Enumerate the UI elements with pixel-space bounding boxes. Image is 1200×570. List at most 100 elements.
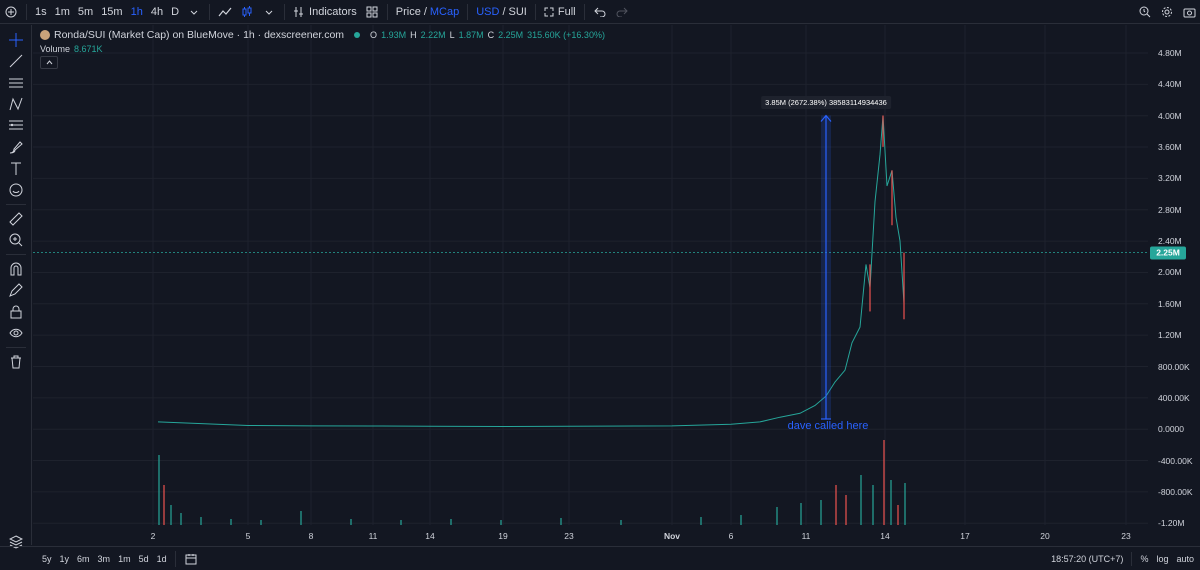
lock-icon[interactable] [0, 301, 32, 323]
range-5d[interactable]: 5d [138, 553, 149, 564]
gear-icon[interactable] [1156, 0, 1178, 24]
separator [1131, 552, 1133, 566]
time-tick: 17 [960, 531, 970, 541]
usd-option[interactable]: USD [476, 5, 500, 18]
volume-bar [860, 475, 862, 525]
slash: / [502, 5, 506, 18]
trash-icon[interactable] [0, 351, 32, 373]
trend-line-icon[interactable] [0, 51, 32, 73]
annotation-note[interactable]: dave called here [787, 420, 869, 432]
volume-bar [845, 495, 847, 525]
line-chart-icon[interactable] [214, 0, 236, 24]
redo-icon[interactable] [611, 0, 633, 24]
volume-bar [883, 440, 885, 525]
clock-display[interactable]: 18:57:20 (UTC+7) [1051, 554, 1124, 564]
add-symbol-icon[interactable] [0, 0, 22, 24]
mcap-option[interactable]: MCap [429, 5, 460, 18]
measure-label[interactable]: 3.85M (2672.38%) 38583114934436 [761, 96, 891, 109]
volume-bar [700, 517, 702, 525]
text-icon[interactable] [0, 158, 32, 180]
range-1d[interactable]: 1d [156, 553, 167, 564]
ruler-icon[interactable] [0, 208, 32, 230]
horizontal-lines-icon[interactable] [0, 72, 32, 94]
price-tick: 4.80M [1158, 48, 1182, 58]
fullscreen-button[interactable]: Full [540, 0, 580, 24]
pencil-lock-icon[interactable] [0, 280, 32, 302]
price-series-line [157, 115, 905, 428]
volume-bar [897, 505, 899, 525]
open-value: 1.93M [381, 30, 407, 40]
time-tick: 11 [368, 531, 378, 541]
eye-icon[interactable] [0, 323, 32, 345]
separator [386, 3, 388, 20]
volume-bar [890, 480, 892, 525]
interval-15m[interactable]: 15m [101, 5, 123, 18]
volume-bar [740, 515, 742, 525]
chevron-down-icon[interactable] [183, 0, 205, 24]
range-3m[interactable]: 3m [97, 553, 111, 564]
calendar-range-icon[interactable] [180, 547, 202, 570]
currency-toggle[interactable]: USD / SUI [472, 0, 531, 24]
time-tick: 14 [425, 531, 435, 541]
volume-bar [450, 519, 452, 525]
price-axis[interactable]: 4.80M 4.40M 4.00M 3.60M 3.20M 2.80M 2.40M 2.00M… [1150, 25, 1200, 545]
range-6m[interactable]: 6m [77, 553, 90, 564]
time-tick: 14 [880, 531, 890, 541]
interval-1s[interactable]: 1s [35, 5, 47, 18]
price-tick: 1.60M [1158, 298, 1182, 309]
low-value: 1.87M [458, 30, 484, 40]
price-tick: 2.40M [1158, 236, 1182, 247]
close-value: 2.25M [498, 30, 524, 40]
price-mcap-toggle[interactable]: Price / MCap [392, 0, 463, 24]
interval-4h[interactable]: 4h [150, 5, 164, 18]
zoom-in-icon[interactable] [0, 230, 32, 252]
pattern-icon[interactable] [0, 94, 32, 116]
sui-option[interactable]: SUI [508, 5, 527, 18]
volume-bar [200, 517, 202, 525]
log-toggle[interactable]: log [1156, 554, 1169, 564]
undo-icon[interactable] [589, 0, 611, 24]
layout-grid-icon[interactable] [361, 0, 383, 24]
time-tick: Nov [663, 531, 681, 541]
collapse-legend-button[interactable] [40, 56, 58, 69]
crosshair-icon[interactable] [0, 29, 32, 51]
brush-icon[interactable] [0, 137, 32, 159]
volume-bar [800, 503, 802, 525]
volume-bar [163, 485, 165, 525]
indicators-button[interactable]: Indicators [289, 0, 361, 24]
separator [467, 3, 469, 20]
range-1m[interactable]: 1m [118, 553, 131, 564]
time-axis[interactable]: 2 5 8 11 14 19 23 Nov 6 11 14 17 20 23 [33, 527, 1148, 545]
bottom-toolbar: 5y 1y 6m 3m 1m 5d 1d 18:57:20 (UTC+7) % log au… [0, 546, 1200, 570]
percent-toggle[interactable]: % [1140, 554, 1149, 564]
fib-icon[interactable] [0, 115, 32, 137]
auto-toggle[interactable]: auto [1176, 554, 1194, 564]
chevron-down-icon[interactable] [258, 0, 280, 24]
price-chart[interactable] [33, 25, 1148, 545]
camera-icon[interactable] [1178, 0, 1200, 24]
symbol-title[interactable]: Ronda/SUI (Market Cap) on BlueMove · 1h … [54, 29, 345, 41]
separator [534, 3, 536, 20]
price-tick: -800.00K [1158, 486, 1193, 497]
clock-search-icon[interactable] [1134, 0, 1156, 24]
interval-1m[interactable]: 1m [54, 5, 70, 18]
candles-icon[interactable] [236, 0, 258, 24]
volume-bar [170, 505, 172, 525]
range-5y[interactable]: 5y [42, 553, 52, 564]
range-1y[interactable]: 1y [59, 553, 70, 564]
separator [284, 3, 286, 20]
price-option[interactable]: Price [395, 5, 421, 18]
interval-D[interactable]: D [171, 5, 180, 18]
time-tick: 5 [245, 531, 251, 541]
interval-1h[interactable]: 1h [130, 5, 143, 18]
price-tick: 0.0000 [1158, 424, 1184, 435]
volume-bar [835, 485, 837, 525]
high-label: H [410, 30, 417, 40]
volume-bar [400, 520, 402, 525]
emoji-icon[interactable] [0, 180, 32, 202]
interval-5m[interactable]: 5m [77, 5, 94, 18]
close-label: C [487, 30, 495, 40]
chart-legend: Ronda/SUI (Market Cap) on BlueMove · 1h … [40, 29, 605, 41]
magnet-icon[interactable] [0, 258, 32, 280]
bottom-right-tools: 18:57:20 (UTC+7) % log auto [1051, 547, 1194, 570]
